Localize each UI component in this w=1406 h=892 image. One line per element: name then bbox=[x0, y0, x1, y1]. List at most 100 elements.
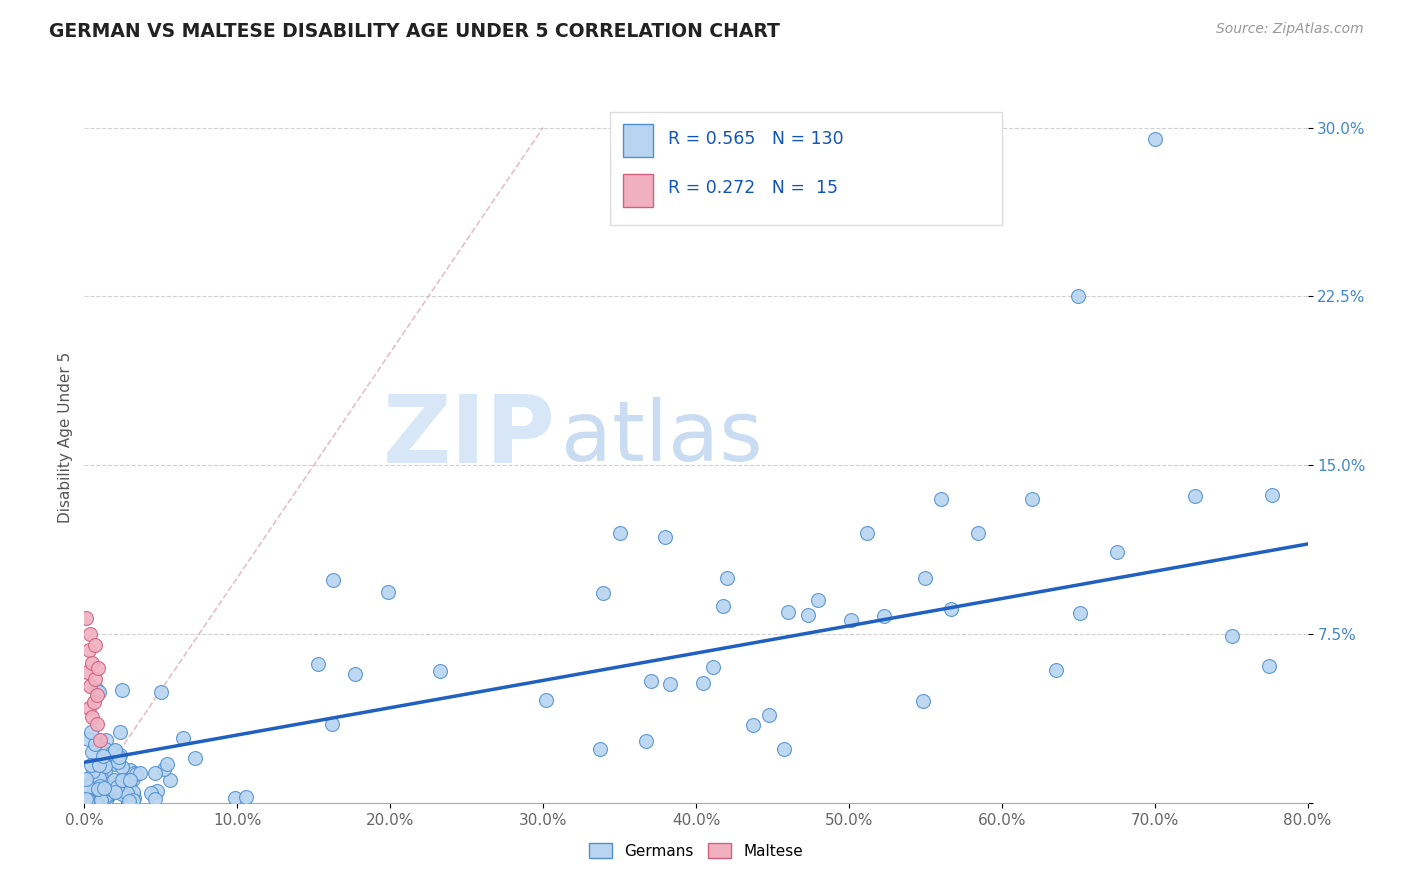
Point bbox=[117, 782, 139, 797]
Point bbox=[105, 780, 128, 794]
Point bbox=[87, 684, 110, 698]
FancyBboxPatch shape bbox=[623, 174, 654, 207]
Point bbox=[235, 789, 257, 804]
Point bbox=[111, 787, 134, 801]
Point bbox=[91, 749, 114, 764]
Point bbox=[534, 693, 557, 707]
Point bbox=[110, 774, 132, 789]
Point bbox=[110, 748, 132, 763]
Point bbox=[122, 784, 145, 798]
Point bbox=[124, 766, 146, 780]
Y-axis label: Disability Age Under 5: Disability Age Under 5 bbox=[58, 351, 73, 523]
FancyBboxPatch shape bbox=[623, 124, 654, 157]
Point bbox=[86, 683, 108, 698]
Point bbox=[79, 627, 101, 641]
Point bbox=[94, 733, 117, 747]
FancyBboxPatch shape bbox=[610, 112, 1002, 225]
Point bbox=[98, 789, 121, 803]
Point bbox=[911, 694, 934, 708]
Point bbox=[1105, 545, 1128, 559]
Point bbox=[122, 793, 145, 807]
Point bbox=[94, 788, 117, 802]
Point bbox=[118, 793, 141, 807]
Point bbox=[124, 766, 146, 780]
Point bbox=[94, 764, 117, 778]
Point bbox=[75, 772, 97, 787]
Point bbox=[87, 758, 110, 772]
Point bbox=[100, 782, 122, 797]
Point bbox=[839, 613, 862, 627]
Point bbox=[143, 766, 166, 780]
Point bbox=[93, 784, 115, 798]
Point bbox=[84, 793, 107, 807]
Text: ZIP: ZIP bbox=[382, 391, 555, 483]
Point bbox=[692, 675, 714, 690]
Point bbox=[87, 771, 110, 785]
Point bbox=[118, 763, 141, 777]
Point bbox=[80, 758, 103, 772]
Point bbox=[94, 787, 117, 801]
Point bbox=[80, 745, 103, 759]
Point bbox=[86, 688, 108, 702]
Point bbox=[122, 790, 145, 805]
Point bbox=[100, 776, 122, 790]
Point bbox=[1261, 488, 1284, 502]
Text: atlas: atlas bbox=[561, 397, 763, 477]
Point bbox=[100, 747, 122, 761]
Point bbox=[640, 674, 662, 689]
Point bbox=[103, 773, 125, 788]
Point bbox=[104, 743, 127, 757]
Point bbox=[84, 638, 107, 652]
Point bbox=[86, 793, 108, 807]
Point bbox=[343, 667, 366, 681]
Point bbox=[89, 779, 111, 793]
Point bbox=[94, 759, 117, 773]
Point bbox=[111, 760, 134, 774]
Point bbox=[103, 744, 125, 758]
Text: Source: ZipAtlas.com: Source: ZipAtlas.com bbox=[1216, 22, 1364, 37]
Point bbox=[929, 491, 952, 506]
Point bbox=[87, 758, 110, 772]
Point bbox=[107, 755, 129, 769]
Point bbox=[654, 530, 676, 544]
Point bbox=[776, 605, 799, 619]
Point bbox=[741, 718, 763, 732]
Point bbox=[87, 782, 110, 797]
Point bbox=[77, 793, 100, 807]
Point bbox=[104, 785, 127, 799]
Point bbox=[77, 732, 100, 747]
Point bbox=[122, 772, 145, 786]
Point bbox=[758, 708, 780, 723]
Point bbox=[658, 676, 681, 690]
Point bbox=[108, 750, 131, 764]
Point bbox=[128, 766, 150, 780]
Point bbox=[89, 774, 111, 789]
Point bbox=[111, 785, 134, 799]
Point bbox=[159, 773, 181, 788]
Point bbox=[84, 737, 107, 751]
Point bbox=[377, 585, 399, 599]
Point bbox=[183, 751, 205, 765]
Point bbox=[307, 657, 329, 672]
Point bbox=[86, 717, 108, 731]
Point bbox=[716, 571, 738, 585]
Point bbox=[172, 731, 194, 745]
Point bbox=[77, 701, 100, 715]
Point bbox=[1220, 629, 1243, 643]
Point bbox=[111, 683, 134, 698]
Text: R = 0.565   N = 130: R = 0.565 N = 130 bbox=[668, 129, 844, 148]
Point bbox=[77, 780, 100, 795]
Point bbox=[153, 763, 176, 777]
Point bbox=[156, 756, 179, 771]
Point bbox=[104, 756, 127, 771]
Point bbox=[115, 791, 138, 805]
Point bbox=[143, 792, 166, 806]
Point bbox=[108, 725, 131, 739]
Point bbox=[634, 734, 657, 748]
Point bbox=[1143, 132, 1166, 146]
Point bbox=[77, 791, 100, 805]
Point bbox=[856, 526, 879, 541]
Point bbox=[76, 665, 98, 680]
Point bbox=[592, 585, 614, 599]
Point bbox=[773, 742, 796, 756]
